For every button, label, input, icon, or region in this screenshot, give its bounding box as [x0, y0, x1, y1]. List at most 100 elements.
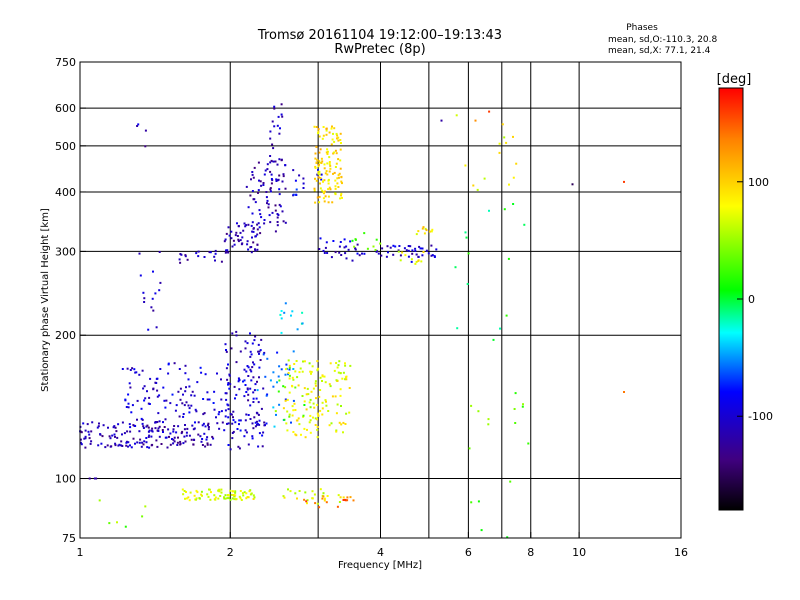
data-point [285, 422, 288, 425]
grid-lines [80, 62, 681, 538]
data-point [294, 179, 297, 182]
data-point [279, 127, 281, 130]
data-point [278, 403, 281, 406]
data-point [164, 418, 167, 421]
data-point [235, 330, 238, 333]
data-point [332, 240, 335, 242]
data-point [292, 368, 295, 370]
data-point [337, 371, 340, 374]
data-point [179, 440, 182, 443]
data-points [79, 103, 625, 539]
data-point [472, 184, 475, 187]
data-point [276, 124, 279, 127]
data-point [316, 360, 319, 363]
data-point [252, 494, 255, 497]
data-point [114, 435, 116, 438]
data-point [175, 404, 178, 407]
data-point [238, 419, 241, 422]
data-point [260, 184, 263, 187]
data-point [143, 385, 146, 388]
data-point [259, 213, 262, 216]
data-point [172, 430, 175, 433]
data-point [258, 419, 261, 422]
data-point [238, 423, 240, 426]
data-point [290, 421, 292, 424]
data-point [207, 426, 210, 428]
data-point [246, 342, 249, 345]
data-point [231, 432, 234, 434]
data-point [316, 158, 319, 161]
data-point [247, 399, 250, 402]
data-point [430, 254, 433, 257]
data-point [321, 401, 324, 404]
data-point [344, 378, 346, 381]
x-tick-label: 10 [572, 546, 586, 559]
data-point [247, 206, 250, 209]
data-point [337, 186, 340, 188]
data-point [342, 421, 345, 424]
data-point [310, 372, 312, 375]
data-point [249, 355, 252, 358]
data-point [147, 426, 150, 429]
data-point [280, 103, 283, 106]
data-point [169, 432, 172, 435]
data-point [121, 421, 124, 424]
data-point [337, 136, 340, 139]
data-point [321, 137, 324, 140]
data-point [270, 159, 273, 162]
data-point [328, 186, 331, 189]
data-point [316, 418, 318, 421]
data-point [329, 167, 332, 170]
data-point [316, 403, 319, 406]
data-point [318, 195, 321, 198]
data-point [251, 422, 254, 425]
data-point [185, 431, 188, 434]
data-point [172, 438, 175, 441]
data-point [284, 164, 287, 167]
data-point [115, 430, 118, 433]
data-point [342, 499, 345, 501]
data-point [308, 362, 311, 365]
data-point [219, 495, 222, 497]
data-point [204, 445, 207, 448]
data-point [256, 420, 258, 423]
colorbar-label: [deg] [717, 72, 752, 87]
data-point [313, 189, 316, 192]
data-point [250, 178, 252, 181]
data-point [123, 432, 126, 435]
data-point [266, 199, 269, 202]
data-point [274, 160, 277, 163]
data-point [349, 240, 352, 243]
data-point [165, 399, 168, 402]
data-point [250, 224, 253, 227]
data-point [317, 172, 320, 175]
data-point [385, 255, 388, 258]
data-point [282, 385, 285, 388]
data-point [302, 187, 305, 189]
data-point [158, 289, 161, 292]
data-point [381, 247, 384, 250]
data-point [325, 400, 327, 403]
data-point [435, 248, 438, 251]
data-point [239, 490, 242, 492]
data-point [262, 353, 265, 356]
data-point [336, 177, 339, 180]
data-point [422, 226, 425, 229]
data-point [316, 426, 319, 428]
data-point [309, 419, 312, 422]
y-axis-label: Stationary phase Virtual Height [km] [40, 208, 51, 392]
data-point [309, 370, 312, 373]
data-point [258, 350, 261, 353]
data-point [324, 246, 327, 249]
data-point [243, 368, 246, 371]
data-point [331, 201, 334, 204]
data-point [334, 185, 337, 188]
data-point [271, 179, 274, 182]
data-point [251, 342, 254, 345]
data-point [341, 182, 343, 185]
data-point [167, 372, 170, 375]
data-point [148, 429, 151, 432]
data-point [237, 240, 240, 243]
data-point [455, 114, 458, 117]
data-point [178, 368, 181, 370]
